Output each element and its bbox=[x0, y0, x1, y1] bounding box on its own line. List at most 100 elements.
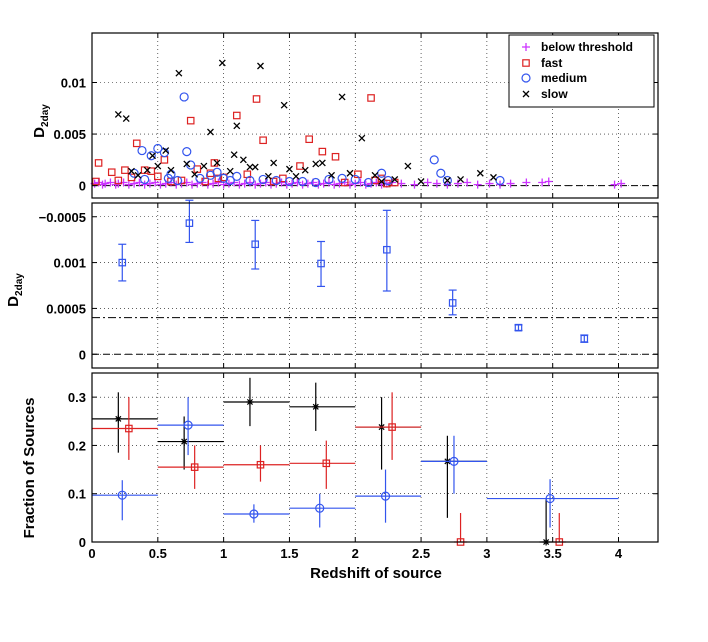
middle-y-tick-label: 0.001 bbox=[53, 256, 86, 271]
middle-point-binned-mean bbox=[514, 323, 523, 332]
top-y-tick-label: 0.005 bbox=[53, 127, 86, 142]
top-point-slow bbox=[239, 156, 247, 164]
top-point-slow bbox=[404, 162, 412, 170]
top-point-fast bbox=[354, 170, 362, 179]
top-point-below-threshold bbox=[432, 179, 441, 188]
top-point-medium bbox=[363, 177, 374, 188]
bottom-point-medium bbox=[117, 490, 127, 500]
top-point-below-threshold bbox=[463, 178, 472, 187]
top-point-below-threshold bbox=[314, 180, 323, 189]
top-point-slow bbox=[338, 93, 346, 101]
top-point-medium bbox=[284, 176, 295, 187]
top-point-below-threshold bbox=[145, 179, 154, 188]
top-point-below-threshold bbox=[251, 180, 260, 189]
top-point-below-threshold bbox=[617, 179, 626, 188]
legend-marker-slow bbox=[522, 90, 530, 98]
top-point-fast bbox=[259, 136, 267, 145]
top-point-slow bbox=[128, 167, 135, 175]
top-point-slow bbox=[200, 162, 208, 170]
top-point-slow bbox=[378, 178, 386, 185]
top-point-medium bbox=[219, 173, 229, 184]
top-point-medium bbox=[172, 175, 183, 186]
top-point-medium bbox=[429, 155, 439, 165]
bottom-point-fast bbox=[125, 424, 133, 433]
x-tick-label: 1.5 bbox=[280, 546, 298, 561]
top-point-medium bbox=[271, 175, 281, 186]
top-point-slow bbox=[143, 166, 151, 174]
top-point-medium bbox=[258, 174, 268, 185]
top-point-below-threshold bbox=[140, 180, 149, 189]
top-point-below-threshold bbox=[506, 179, 515, 188]
panel-middle: 0 0.0005 0.001 −0.0005 bbox=[39, 199, 659, 369]
top-point-medium bbox=[153, 143, 163, 154]
top-point-slow bbox=[358, 134, 366, 142]
top-y-tick-label: 0.01 bbox=[61, 76, 86, 91]
top-point-below-threshold bbox=[106, 178, 115, 187]
top-point-slow bbox=[122, 115, 130, 123]
legend-marker-below-threshold bbox=[522, 43, 530, 51]
top-point-fast bbox=[154, 172, 162, 181]
top-point-slow bbox=[251, 163, 259, 171]
top-point-slow bbox=[162, 147, 170, 155]
middle-point-binned-mean bbox=[383, 245, 391, 254]
top-point-below-threshold bbox=[293, 178, 302, 187]
x-tick-label: 2.5 bbox=[412, 546, 430, 561]
top-point-medium bbox=[350, 174, 360, 185]
top-point-slow bbox=[490, 173, 497, 181]
top-point-medium bbox=[442, 175, 452, 186]
top-point-slow bbox=[443, 177, 451, 184]
top-point-below-threshold bbox=[288, 179, 297, 188]
top-point-medium bbox=[225, 175, 235, 186]
y-axis-label-top-sub: 2day bbox=[40, 104, 51, 127]
top-point-below-threshold bbox=[485, 179, 494, 188]
top-point-slow bbox=[285, 165, 293, 173]
panel-top: 0 0.005 0.01 bbox=[53, 32, 659, 199]
bottom-point-slow bbox=[180, 438, 188, 446]
top-point-below-threshold bbox=[182, 178, 191, 187]
top-point-below-threshold bbox=[330, 180, 339, 189]
top-point-fast bbox=[305, 135, 313, 144]
y-axis-label-top: D2day bbox=[31, 104, 51, 138]
top-point-slow bbox=[280, 101, 288, 109]
x-tick-label: 3 bbox=[483, 546, 490, 561]
y-axis-label-middle: D2day bbox=[5, 273, 25, 307]
top-point-slow bbox=[207, 128, 214, 136]
top-point-medium bbox=[137, 145, 147, 156]
top-point-below-threshold bbox=[397, 179, 406, 188]
top-point-fast bbox=[214, 174, 223, 183]
middle-frame bbox=[91, 202, 659, 369]
top-point-below-threshold bbox=[124, 180, 133, 189]
x-tick-label: 1 bbox=[220, 546, 227, 561]
top-point-slow bbox=[154, 162, 162, 170]
top-point-slow bbox=[346, 169, 354, 177]
top-point-medium bbox=[337, 173, 347, 184]
top-point-below-threshold bbox=[372, 178, 381, 187]
top-point-below-threshold bbox=[245, 178, 254, 187]
top-point-below-threshold bbox=[214, 178, 223, 187]
top-point-medium bbox=[298, 176, 308, 187]
top-point-slow bbox=[301, 166, 309, 174]
top-point-medium bbox=[324, 174, 334, 185]
bottom-y-tick-label: 0.2 bbox=[68, 438, 86, 453]
top-point-fast bbox=[92, 177, 100, 186]
panel-bottom: 0 0.1 0.2 0.3 bbox=[68, 372, 659, 550]
top-point-fast bbox=[318, 147, 327, 156]
x-tick-label: 4 bbox=[615, 546, 623, 561]
y-axis-label-top-main: D bbox=[31, 127, 48, 138]
top-point-below-threshold bbox=[345, 180, 354, 189]
top-point-medium bbox=[232, 171, 242, 181]
legend-marker-medium bbox=[521, 73, 531, 83]
top-point-medium bbox=[245, 175, 255, 186]
top-point-slow bbox=[226, 167, 234, 175]
top-point-slow bbox=[391, 175, 399, 183]
top-point-slow bbox=[328, 171, 336, 179]
top-point-fast bbox=[331, 152, 340, 161]
top-point-slow bbox=[270, 159, 278, 167]
top-frame bbox=[91, 32, 659, 199]
top-point-below-threshold bbox=[361, 180, 370, 189]
top-point-slow bbox=[246, 163, 254, 171]
middle-point-binned-mean bbox=[251, 240, 260, 249]
top-point-slow bbox=[476, 169, 484, 177]
top-point-medium bbox=[182, 146, 192, 157]
legend-label-below-threshold: below threshold bbox=[541, 40, 633, 54]
